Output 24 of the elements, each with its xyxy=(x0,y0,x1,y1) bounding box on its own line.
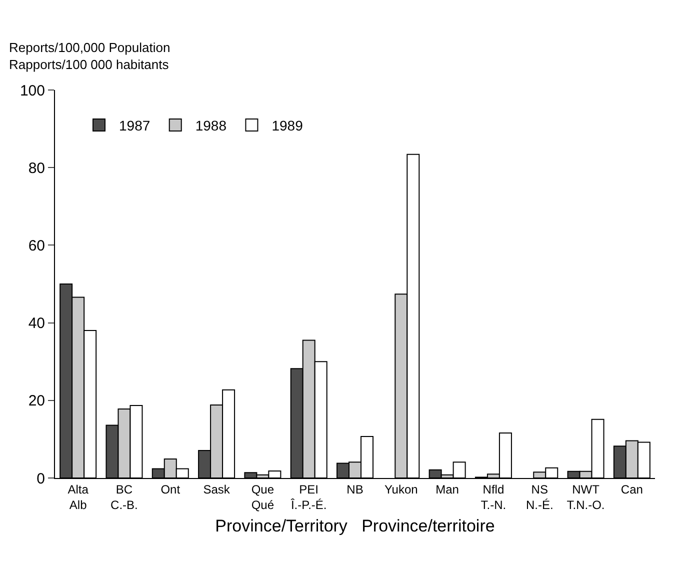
x-tick-label: Sask xyxy=(203,482,231,496)
x-tick-label: PEI Î.-P.-É. xyxy=(290,482,327,512)
y-tick-label: 20 xyxy=(28,392,45,410)
x-tick-label: NB xyxy=(346,482,364,496)
x-tick-label: NS N.-É. xyxy=(526,482,554,512)
x-tick-label: NWT T.N.-O. xyxy=(566,482,605,512)
y-tick-label: 80 xyxy=(28,160,45,177)
y-tick-label: 40 xyxy=(28,315,45,332)
legend-label: 1987 xyxy=(119,117,150,134)
y-axis-title: Reports/100,000 Population Rapports/100 000 habitants xyxy=(9,40,170,72)
legend-label: 1989 xyxy=(272,117,304,134)
x-tick-label: Nfld T.-N. xyxy=(480,482,506,512)
x-tick-label: Que Qué xyxy=(251,482,274,512)
y-tick-label: 100 xyxy=(20,82,45,100)
x-tick-label: BC C.-B. xyxy=(110,482,138,512)
x-tick-label: Alta Alb xyxy=(68,482,89,512)
x-tick-label: Ont xyxy=(160,482,181,496)
x-tick-label: Yukon xyxy=(384,482,418,496)
x-tick-label: Man xyxy=(436,482,459,496)
legend-label: 1988 xyxy=(195,117,227,134)
y-tick-label: 0 xyxy=(36,470,45,488)
y-tick-label: 60 xyxy=(28,237,45,254)
x-tick-label: Can xyxy=(620,482,643,496)
x-axis-title: Province/Territory Province/territoire xyxy=(215,516,495,536)
